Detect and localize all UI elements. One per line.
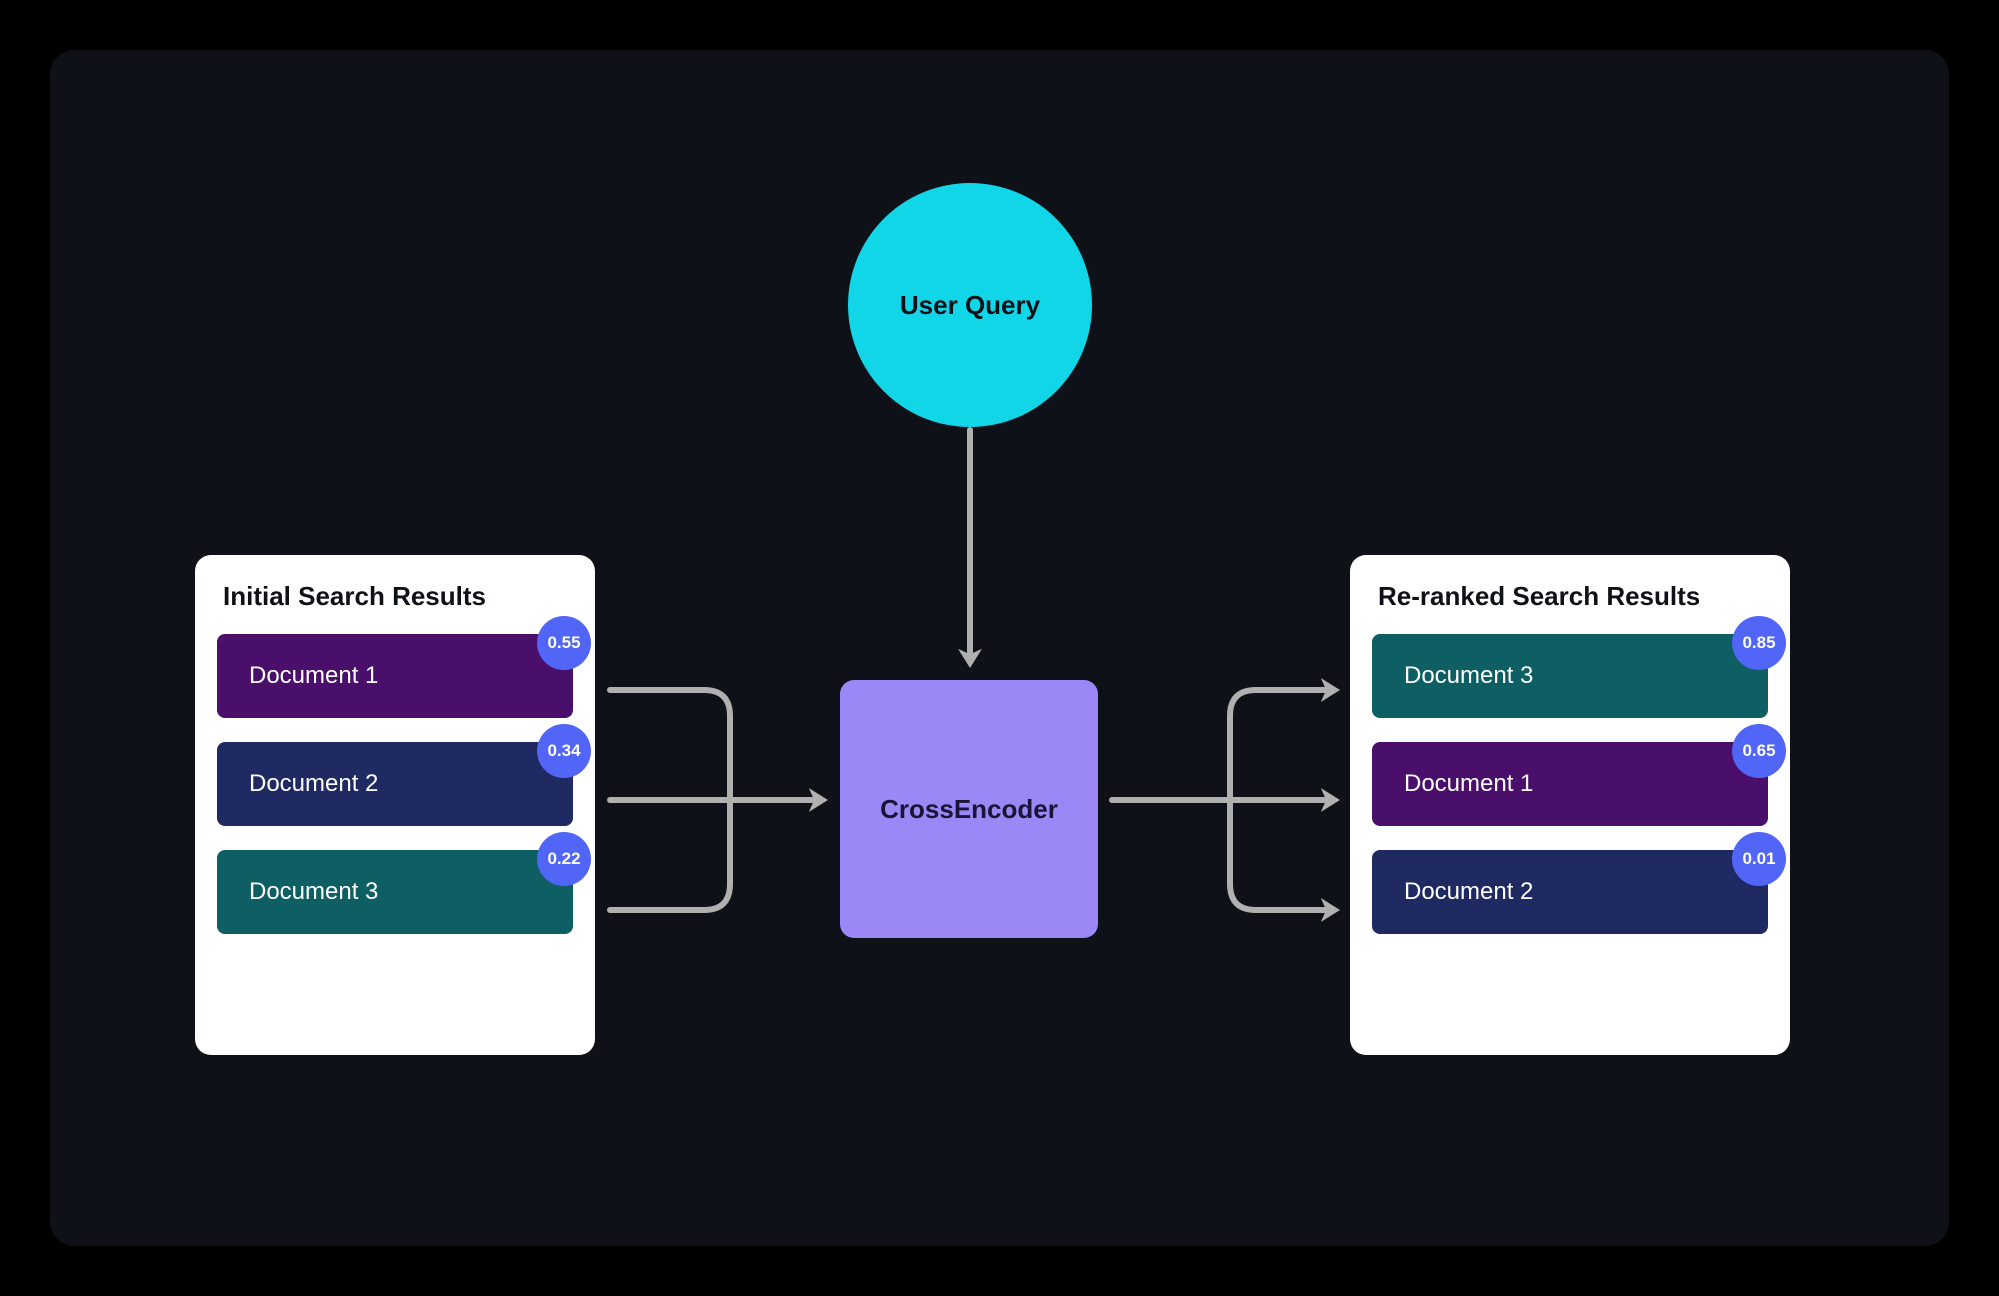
doc-label: Document 1 <box>249 662 378 690</box>
initial-results-panel: Initial Search ResultsDocument 10.55Docu… <box>195 555 595 1055</box>
score-value: 0.01 <box>1742 849 1775 869</box>
reranked-results-title: Re-ranked Search Results <box>1372 581 1768 612</box>
user-query-node: User Query <box>848 183 1092 427</box>
doc-label: Document 1 <box>1404 770 1533 798</box>
score-value: 0.55 <box>547 633 580 653</box>
score-value: 0.85 <box>1742 633 1775 653</box>
user-query-label: User Query <box>900 290 1040 321</box>
initial-results-doc-list: Document 10.55 Document 20.34 Document 30.… <box>217 634 573 934</box>
arrow-right-branch-top <box>1230 690 1334 800</box>
score-badge: 0.01 <box>1732 832 1786 886</box>
initial-results-doc-row: Document 20.34 <box>217 742 573 826</box>
initial-results-doc-row: Document 10.55 <box>217 634 573 718</box>
crossencoder-node: CrossEncoder <box>840 680 1098 938</box>
doc-label: Document 2 <box>1404 878 1533 906</box>
score-value: 0.22 <box>547 849 580 869</box>
outer-frame: User Query CrossEncoder Initial Search Res… <box>0 0 1999 1296</box>
score-badge: 0.85 <box>1732 616 1786 670</box>
doc-label: Document 2 <box>249 770 378 798</box>
reranked-results-doc-list: Document 30.85 Document 10.65 Document 20.… <box>1372 634 1768 934</box>
diagram-panel: User Query CrossEncoder Initial Search Res… <box>50 50 1949 1246</box>
score-value: 0.65 <box>1742 741 1775 761</box>
doc-label: Document 3 <box>249 878 378 906</box>
crossencoder-label: CrossEncoder <box>880 794 1058 825</box>
arrow-right-branch-bottom <box>1230 800 1334 910</box>
score-badge: 0.34 <box>537 724 591 778</box>
score-badge: 0.55 <box>537 616 591 670</box>
reranked-results-panel: Re-ranked Search ResultsDocument 30.85Do… <box>1350 555 1790 1055</box>
score-badge: 0.65 <box>1732 724 1786 778</box>
initial-results-doc-row: Document 30.22 <box>217 850 573 934</box>
diagram-canvas: User Query CrossEncoder Initial Search Res… <box>50 50 1949 1246</box>
reranked-results-doc-row: Document 20.01 <box>1372 850 1768 934</box>
initial-results-title: Initial Search Results <box>217 581 573 612</box>
reranked-results-doc-row: Document 10.65 <box>1372 742 1768 826</box>
arrow-left-branch-bottom <box>610 800 730 910</box>
score-badge: 0.22 <box>537 832 591 886</box>
doc-label: Document 3 <box>1404 662 1533 690</box>
arrow-left-branch-top <box>610 690 730 800</box>
reranked-results-doc-row: Document 30.85 <box>1372 634 1768 718</box>
score-value: 0.34 <box>547 741 580 761</box>
